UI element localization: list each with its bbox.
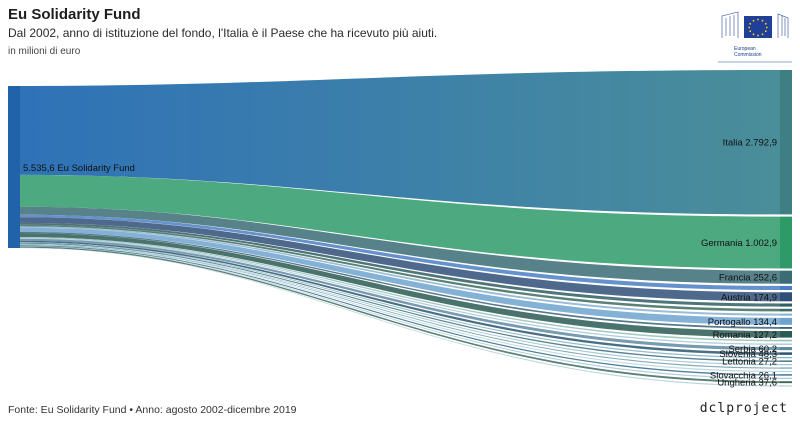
- source-note: Fonte: Eu Solidarity Fund • Anno: agosto…: [8, 404, 297, 416]
- unit-label: in milioni di euro: [8, 46, 81, 57]
- destination-nodes: [780, 70, 792, 387]
- flow-0: [20, 70, 780, 215]
- destination-label-10: Romania 127,2: [713, 330, 777, 341]
- logo-text: European Commission: [734, 46, 762, 58]
- destination-label-1: Germania 1.002,9: [701, 238, 777, 249]
- destination-node-10: [780, 331, 792, 338]
- sankey-flows: [20, 70, 780, 387]
- destination-node-3: [780, 285, 792, 291]
- destination-node-1: [780, 216, 792, 269]
- destination-node-11: [780, 339, 792, 342]
- flow-2: [20, 206, 780, 284]
- destination-node-12: [780, 343, 792, 345]
- destination-labels: Italia 2.792,9 Germania 1.002,9 Francia 25…: [701, 138, 777, 389]
- european-commission-logo: [718, 8, 792, 68]
- destination-node-8: [780, 317, 792, 325]
- destination-label-0: Italia 2.792,9: [723, 138, 777, 149]
- destination-node-14: [780, 352, 792, 355]
- destination-label-14: Slovenia 48,3: [719, 349, 777, 360]
- destination-node-9: [780, 327, 792, 329]
- destination-node-18: [780, 367, 792, 369]
- destination-node-17: [780, 364, 792, 366]
- destination-label-4: Austria 174,9: [721, 292, 777, 303]
- source-node: [8, 86, 20, 248]
- destination-node-5: [780, 303, 792, 307]
- destination-label-20: Slovacchia 26,1: [710, 370, 777, 381]
- destination-node-15: [780, 357, 792, 359]
- destination-node-0: [780, 70, 792, 215]
- destination-label-8: Portogallo 134,4: [708, 317, 777, 328]
- destination-node-19: [780, 370, 792, 373]
- destination-node-16: [780, 360, 792, 362]
- destination-node-23: [780, 385, 792, 387]
- chart-title: Eu Solidarity Fund: [8, 6, 141, 23]
- brand-logo: dclproject: [699, 401, 788, 416]
- destination-node-2: [780, 270, 792, 284]
- flow-4: [20, 217, 780, 302]
- flow-1: [20, 174, 780, 269]
- destination-label-22: Ungheria 37,6: [717, 378, 777, 389]
- destination-label-2: Francia 252,6: [719, 273, 777, 284]
- destination-node-6: [780, 308, 792, 312]
- source-node-label: 5.535,6 Eu Solidarity Fund: [23, 163, 135, 174]
- destination-node-7: [780, 313, 792, 316]
- destination-label-13: Serbia 60,2: [728, 344, 777, 355]
- destination-node-4: [780, 292, 792, 302]
- chart-subtitle: Dal 2002, anno di istituzione del fondo,…: [8, 26, 438, 40]
- destination-node-13: [780, 347, 792, 351]
- destination-label-16: Lettonia 27,2: [722, 357, 777, 368]
- destination-node-21: [780, 377, 792, 380]
- destination-node-22: [780, 381, 792, 384]
- destination-node-20: [780, 374, 792, 376]
